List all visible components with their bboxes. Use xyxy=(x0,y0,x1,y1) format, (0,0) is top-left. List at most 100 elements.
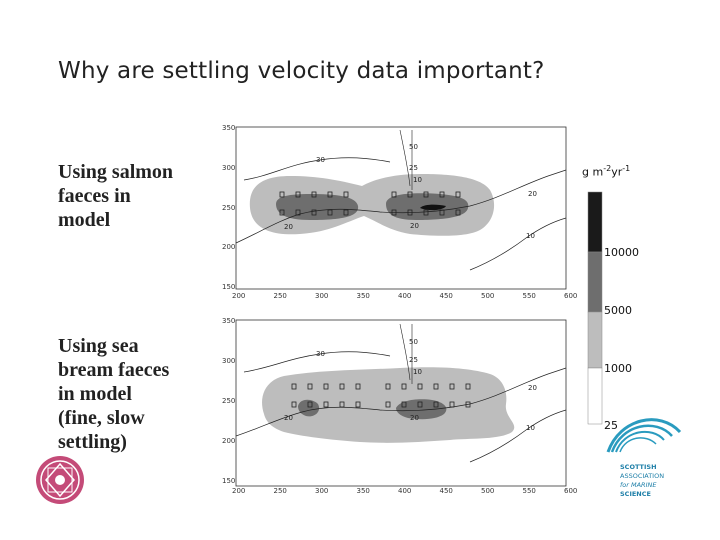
fish-cage-marker xyxy=(295,191,301,198)
logo-text: SCIENCE xyxy=(620,490,651,498)
logo-text: SCOTTISH xyxy=(620,463,657,471)
legend-level: 10000 xyxy=(604,246,639,259)
contour-label: 10 xyxy=(413,176,422,184)
fish-cage-marker xyxy=(339,401,345,408)
y-tick-label: 150 xyxy=(222,477,235,485)
fish-cage-marker xyxy=(433,383,439,390)
y-tick-label: 350 xyxy=(222,124,235,132)
x-tick-label: 350 xyxy=(357,292,370,300)
contour-label: 30 xyxy=(316,156,325,164)
logo-text: ASSOCIATION xyxy=(620,472,664,480)
legend-unit: g m-2yr-1 xyxy=(582,164,631,179)
fish-cage-marker xyxy=(465,383,471,390)
contour-label: 10 xyxy=(526,232,535,240)
fish-cage-marker xyxy=(407,191,413,198)
fish-cage-marker xyxy=(423,209,429,216)
y-tick-label: 150 xyxy=(222,283,235,291)
map-panel-sea-bream: 30 50 25 10 20 20 20 10 350 300 250 200 … xyxy=(222,317,577,495)
x-tick-label: 600 xyxy=(564,487,577,495)
fish-cage-marker xyxy=(417,401,423,408)
fish-cage-marker xyxy=(279,209,285,216)
contour-label: 20 xyxy=(284,414,293,422)
fish-cage-marker xyxy=(449,401,455,408)
y-tick-label: 300 xyxy=(222,357,235,365)
fish-cage-marker xyxy=(391,209,397,216)
deposition-zone-high xyxy=(420,204,446,211)
x-tick-label: 450 xyxy=(440,487,453,495)
x-tick-label: 550 xyxy=(523,292,536,300)
fish-cage-marker xyxy=(295,209,301,216)
sams-logo-wave xyxy=(606,418,682,453)
fish-cage-marker xyxy=(323,401,329,408)
caption-salmon: Using salmon faeces in model xyxy=(58,161,174,231)
fish-cage-marker xyxy=(385,401,391,408)
left-logo xyxy=(36,456,84,504)
contour-label: 20 xyxy=(528,190,537,198)
fish-cage-marker xyxy=(401,383,407,390)
legend-level: 25 xyxy=(604,419,618,432)
contour-label: 20 xyxy=(410,222,419,230)
logo-text: for MARINE xyxy=(620,481,657,489)
contour-label: 25 xyxy=(409,164,418,172)
fish-cage-marker xyxy=(439,209,445,216)
contour-label: 20 xyxy=(528,384,537,392)
contour-label: 50 xyxy=(409,143,418,151)
colour-scale-bar xyxy=(587,191,603,425)
fish-cage-marker xyxy=(449,383,455,390)
x-tick-label: 500 xyxy=(481,292,494,300)
fish-cage-marker xyxy=(311,191,317,198)
x-tick-label: 250 xyxy=(274,292,287,300)
x-tick-label: 550 xyxy=(523,487,536,495)
fish-cage-marker xyxy=(433,401,439,408)
y-tick-label: 300 xyxy=(222,164,235,172)
fish-cage-marker xyxy=(355,401,361,408)
fish-cage-marker xyxy=(417,383,423,390)
fish-cage-marker xyxy=(327,209,333,216)
contour-label: 50 xyxy=(409,338,418,346)
x-tick-label: 250 xyxy=(274,487,287,495)
x-tick-label: 600 xyxy=(564,292,577,300)
fish-cage-marker xyxy=(327,191,333,198)
x-tick-label: 450 xyxy=(440,292,453,300)
deposition-zone-low xyxy=(262,367,515,443)
x-tick-label: 350 xyxy=(357,487,370,495)
fish-cage-marker xyxy=(343,191,349,198)
fish-cage-marker xyxy=(391,191,397,198)
caption-sea-bream: Using sea bream faeces in model (fine, s… xyxy=(58,335,170,453)
x-tick-label: 400 xyxy=(398,487,411,495)
x-tick-label: 500 xyxy=(481,487,494,495)
map-panel-salmon: 30 50 25 10 20 20 20 10 350 300 250 200 … xyxy=(222,124,577,300)
y-tick-label: 200 xyxy=(222,243,235,251)
x-tick-label: 300 xyxy=(315,292,328,300)
fish-cage-marker xyxy=(407,209,413,216)
fish-cage-marker xyxy=(439,191,445,198)
x-tick-label: 400 xyxy=(398,292,411,300)
contour-label: 25 xyxy=(409,356,418,364)
contour-label: 10 xyxy=(526,424,535,432)
fish-cage-marker xyxy=(455,209,461,216)
deposition-zone-mid-left xyxy=(276,194,359,220)
fish-cage-marker xyxy=(355,383,361,390)
fish-cage-marker xyxy=(279,191,285,198)
fish-cage-marker xyxy=(323,383,329,390)
legend-level: 5000 xyxy=(604,304,632,317)
x-tick-label: 300 xyxy=(315,487,328,495)
fish-cage-marker xyxy=(291,383,297,390)
contour-label: 20 xyxy=(284,223,293,231)
y-tick-label: 250 xyxy=(222,397,235,405)
fish-cage-marker xyxy=(307,401,313,408)
fish-cage-marker xyxy=(423,191,429,198)
contour-label: 10 xyxy=(413,368,422,376)
x-tick-label: 200 xyxy=(232,292,245,300)
fish-cage-marker xyxy=(455,191,461,198)
deposition-zone-low xyxy=(249,174,495,236)
fish-cage-marker xyxy=(385,383,391,390)
contour-label: 20 xyxy=(410,414,419,422)
fish-cage-marker xyxy=(343,209,349,216)
x-tick-label: 200 xyxy=(232,487,245,495)
y-tick-label: 250 xyxy=(222,204,235,212)
fish-cage-marker xyxy=(291,401,297,408)
fish-cage-marker xyxy=(401,401,407,408)
contour-label: 30 xyxy=(316,350,325,358)
